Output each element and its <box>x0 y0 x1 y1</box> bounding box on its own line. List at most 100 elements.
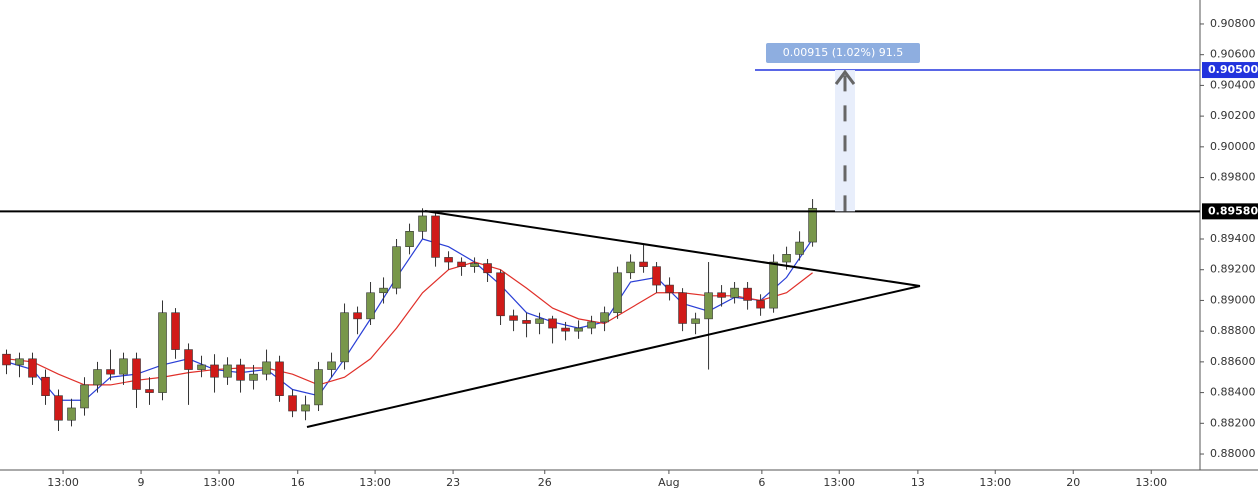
y-tick-label: 0.90400 <box>1210 78 1256 91</box>
candle-body <box>301 404 310 412</box>
y-tick-label: 0.89200 <box>1210 263 1256 276</box>
candle-body <box>431 215 440 258</box>
measure-label-bg <box>766 43 920 64</box>
candle-body <box>132 358 141 390</box>
triangle-lower <box>306 285 921 428</box>
x-tick-label: 6 <box>758 476 765 489</box>
candle-body <box>600 312 609 323</box>
candle-body <box>561 327 570 332</box>
candle-body <box>2 353 11 366</box>
candle-body <box>457 261 466 267</box>
measure-label: 0.00915 (1.02%) 91.5 <box>783 46 904 59</box>
x-tick-label: 13:00 <box>359 476 391 489</box>
y-tick-label: 0.90800 <box>1210 17 1256 30</box>
y-tick-label: 0.89000 <box>1210 293 1256 306</box>
triangle-upper <box>424 210 921 287</box>
y-tick-label: 0.88600 <box>1210 355 1256 368</box>
level-label-bg <box>1202 203 1258 220</box>
candle-body <box>67 407 76 421</box>
candle-body <box>314 369 323 406</box>
candle-body <box>197 364 206 370</box>
candle-body <box>535 318 544 324</box>
x-tick-label: 23 <box>446 476 460 489</box>
candle-body <box>15 358 24 366</box>
candle-body <box>158 312 167 393</box>
candle-body <box>678 292 687 324</box>
candle-body <box>171 312 180 350</box>
candle-body <box>652 266 661 286</box>
candle-body <box>444 257 453 263</box>
candle-body <box>418 215 427 232</box>
moving-average <box>6 238 814 401</box>
candle-body <box>743 287 752 301</box>
candle-body <box>509 315 518 321</box>
x-tick-label: 13:00 <box>1135 476 1167 489</box>
candle-body <box>756 300 765 309</box>
candle-body <box>119 358 128 375</box>
candle-body <box>327 361 336 370</box>
candle-body <box>392 246 401 289</box>
candle-body <box>184 349 193 370</box>
candle-body <box>769 261 778 309</box>
candle-body <box>28 358 37 378</box>
candle-body <box>522 320 531 324</box>
candle-body <box>379 287 388 294</box>
candle-body <box>405 231 414 247</box>
candle-body <box>639 261 648 267</box>
candle-body <box>223 364 232 378</box>
moving-average <box>6 261 813 386</box>
y-tick-label: 0.90600 <box>1210 48 1256 61</box>
measure-arrowhead <box>834 69 856 85</box>
x-tick-label: 9 <box>138 476 145 489</box>
plot <box>2 199 817 431</box>
candle-body <box>496 272 505 317</box>
y-tick-label: 0.89800 <box>1210 171 1256 184</box>
candle-body <box>626 261 635 274</box>
candle-body <box>366 292 375 320</box>
candle-body <box>210 364 219 378</box>
candle-body <box>782 254 791 263</box>
candle-body <box>574 327 583 332</box>
y-tick-label: 0.90000 <box>1210 140 1256 153</box>
candle-body <box>704 292 713 320</box>
candle-body <box>93 369 102 386</box>
x-tick-label: 13 <box>911 476 925 489</box>
y-tick-label: 0.89400 <box>1210 232 1256 245</box>
candle-body <box>275 361 284 396</box>
candle-body <box>587 321 596 329</box>
candle-body <box>548 318 557 329</box>
candle-body <box>665 284 674 294</box>
x-tick-label: Aug <box>658 476 679 489</box>
candle-body <box>80 384 89 409</box>
candle-body <box>54 395 63 421</box>
y-tick-label: 0.88800 <box>1210 324 1256 337</box>
level-label: 0.89580 <box>1208 204 1258 217</box>
x-tick-label: 13:00 <box>203 476 235 489</box>
candle-body <box>730 287 739 298</box>
x-tick-label: 20 <box>1066 476 1080 489</box>
candle-body <box>483 263 492 274</box>
candle-body <box>717 292 726 298</box>
x-tick-label: 13:00 <box>823 476 855 489</box>
candle-body <box>613 272 622 314</box>
candle-body <box>236 364 245 381</box>
candle-body <box>262 361 271 375</box>
y-tick-label: 0.90200 <box>1210 109 1256 122</box>
candle-body <box>353 312 362 320</box>
x-tick-label: 13:00 <box>979 476 1011 489</box>
candle-body <box>795 241 804 255</box>
y-tick-label: 0.88000 <box>1210 447 1256 460</box>
x-tick-label: 13:00 <box>47 476 79 489</box>
candle-body <box>340 312 349 363</box>
candle-body <box>41 376 50 396</box>
x-tick-label: 26 <box>538 476 552 489</box>
candle-body <box>145 389 154 393</box>
candle-body <box>288 395 297 412</box>
x-tick-label: 16 <box>291 476 305 489</box>
candle-body <box>808 207 817 243</box>
y-tick-label: 0.88400 <box>1210 386 1256 399</box>
candle-body <box>470 263 479 267</box>
candle-body <box>691 318 700 324</box>
candle-body <box>249 373 258 381</box>
